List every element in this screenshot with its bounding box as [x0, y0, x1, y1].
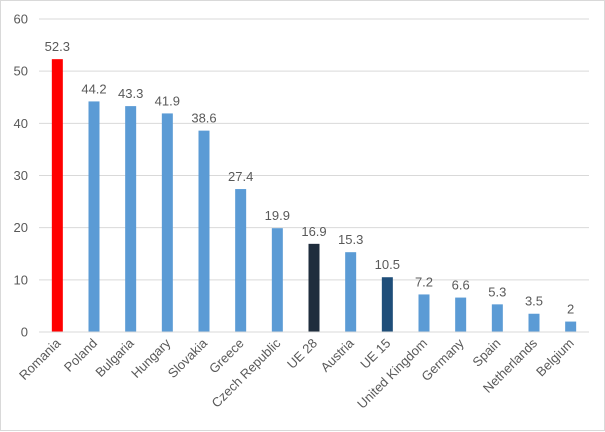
bar-poland [88, 101, 100, 332]
bar-ue-28 [308, 243, 320, 332]
x-tick-label: UE 28 [284, 336, 320, 372]
x-axis-labels: RomaniaPolandBulgariaHungarySlovakiaGree… [16, 335, 577, 412]
bar-romania [51, 59, 63, 332]
y-tick-label: 0 [21, 325, 28, 340]
bar-hungary [161, 113, 173, 333]
bar-netherlands [528, 313, 540, 332]
y-tick-label: 60 [14, 12, 28, 27]
bar-bulgaria [125, 106, 137, 332]
x-tick-label: Romania [16, 335, 64, 383]
data-label: 16.9 [301, 224, 326, 239]
data-label: 5.3 [488, 284, 506, 299]
bar-ue-15 [381, 277, 393, 332]
data-label: 52.3 [45, 39, 70, 54]
x-tick-label: Spain [469, 336, 503, 370]
y-tick-label: 20 [14, 220, 28, 235]
bar-austria [345, 252, 357, 332]
data-label: 41.9 [155, 93, 180, 108]
gridlines [39, 18, 589, 281]
data-labels: 52.3 44.2 43.3 41.9 38.6 27.4 19.9 16.9 15.3 10.5… [45, 39, 575, 316]
y-tick-label: 50 [14, 64, 28, 79]
x-tick-label: Austria [318, 335, 358, 375]
bar-united-kingdom [418, 294, 430, 332]
data-label: 3.5 [525, 294, 543, 309]
y-tick-label: 40 [14, 116, 28, 131]
y-tick-label: 30 [14, 168, 28, 183]
data-label: 15.3 [338, 232, 363, 247]
data-label: 27.4 [228, 169, 253, 184]
x-tick-label: Belgium [533, 336, 577, 380]
data-label: 7.2 [415, 274, 433, 289]
bar-germany [455, 297, 467, 332]
data-label: 19.9 [265, 208, 290, 223]
data-label: 43.3 [118, 86, 143, 101]
bar-slovakia [198, 130, 210, 332]
y-axis-ticks: 0 10 20 30 40 50 60 [14, 12, 28, 340]
data-label: 2 [567, 302, 574, 317]
data-label: 38.6 [191, 111, 216, 126]
data-label: 10.5 [375, 257, 400, 272]
data-label: 6.6 [452, 278, 470, 293]
bar-spain [491, 304, 503, 332]
x-tick-label: Hungary [128, 335, 174, 381]
x-tick-label: Slovakia [165, 335, 211, 381]
bars [51, 59, 577, 333]
data-label: 44.2 [81, 81, 106, 96]
bar-greece [235, 189, 247, 332]
y-tick-label: 10 [14, 272, 28, 287]
bar-belgium [565, 321, 577, 332]
bar-czech-republic [271, 228, 283, 332]
